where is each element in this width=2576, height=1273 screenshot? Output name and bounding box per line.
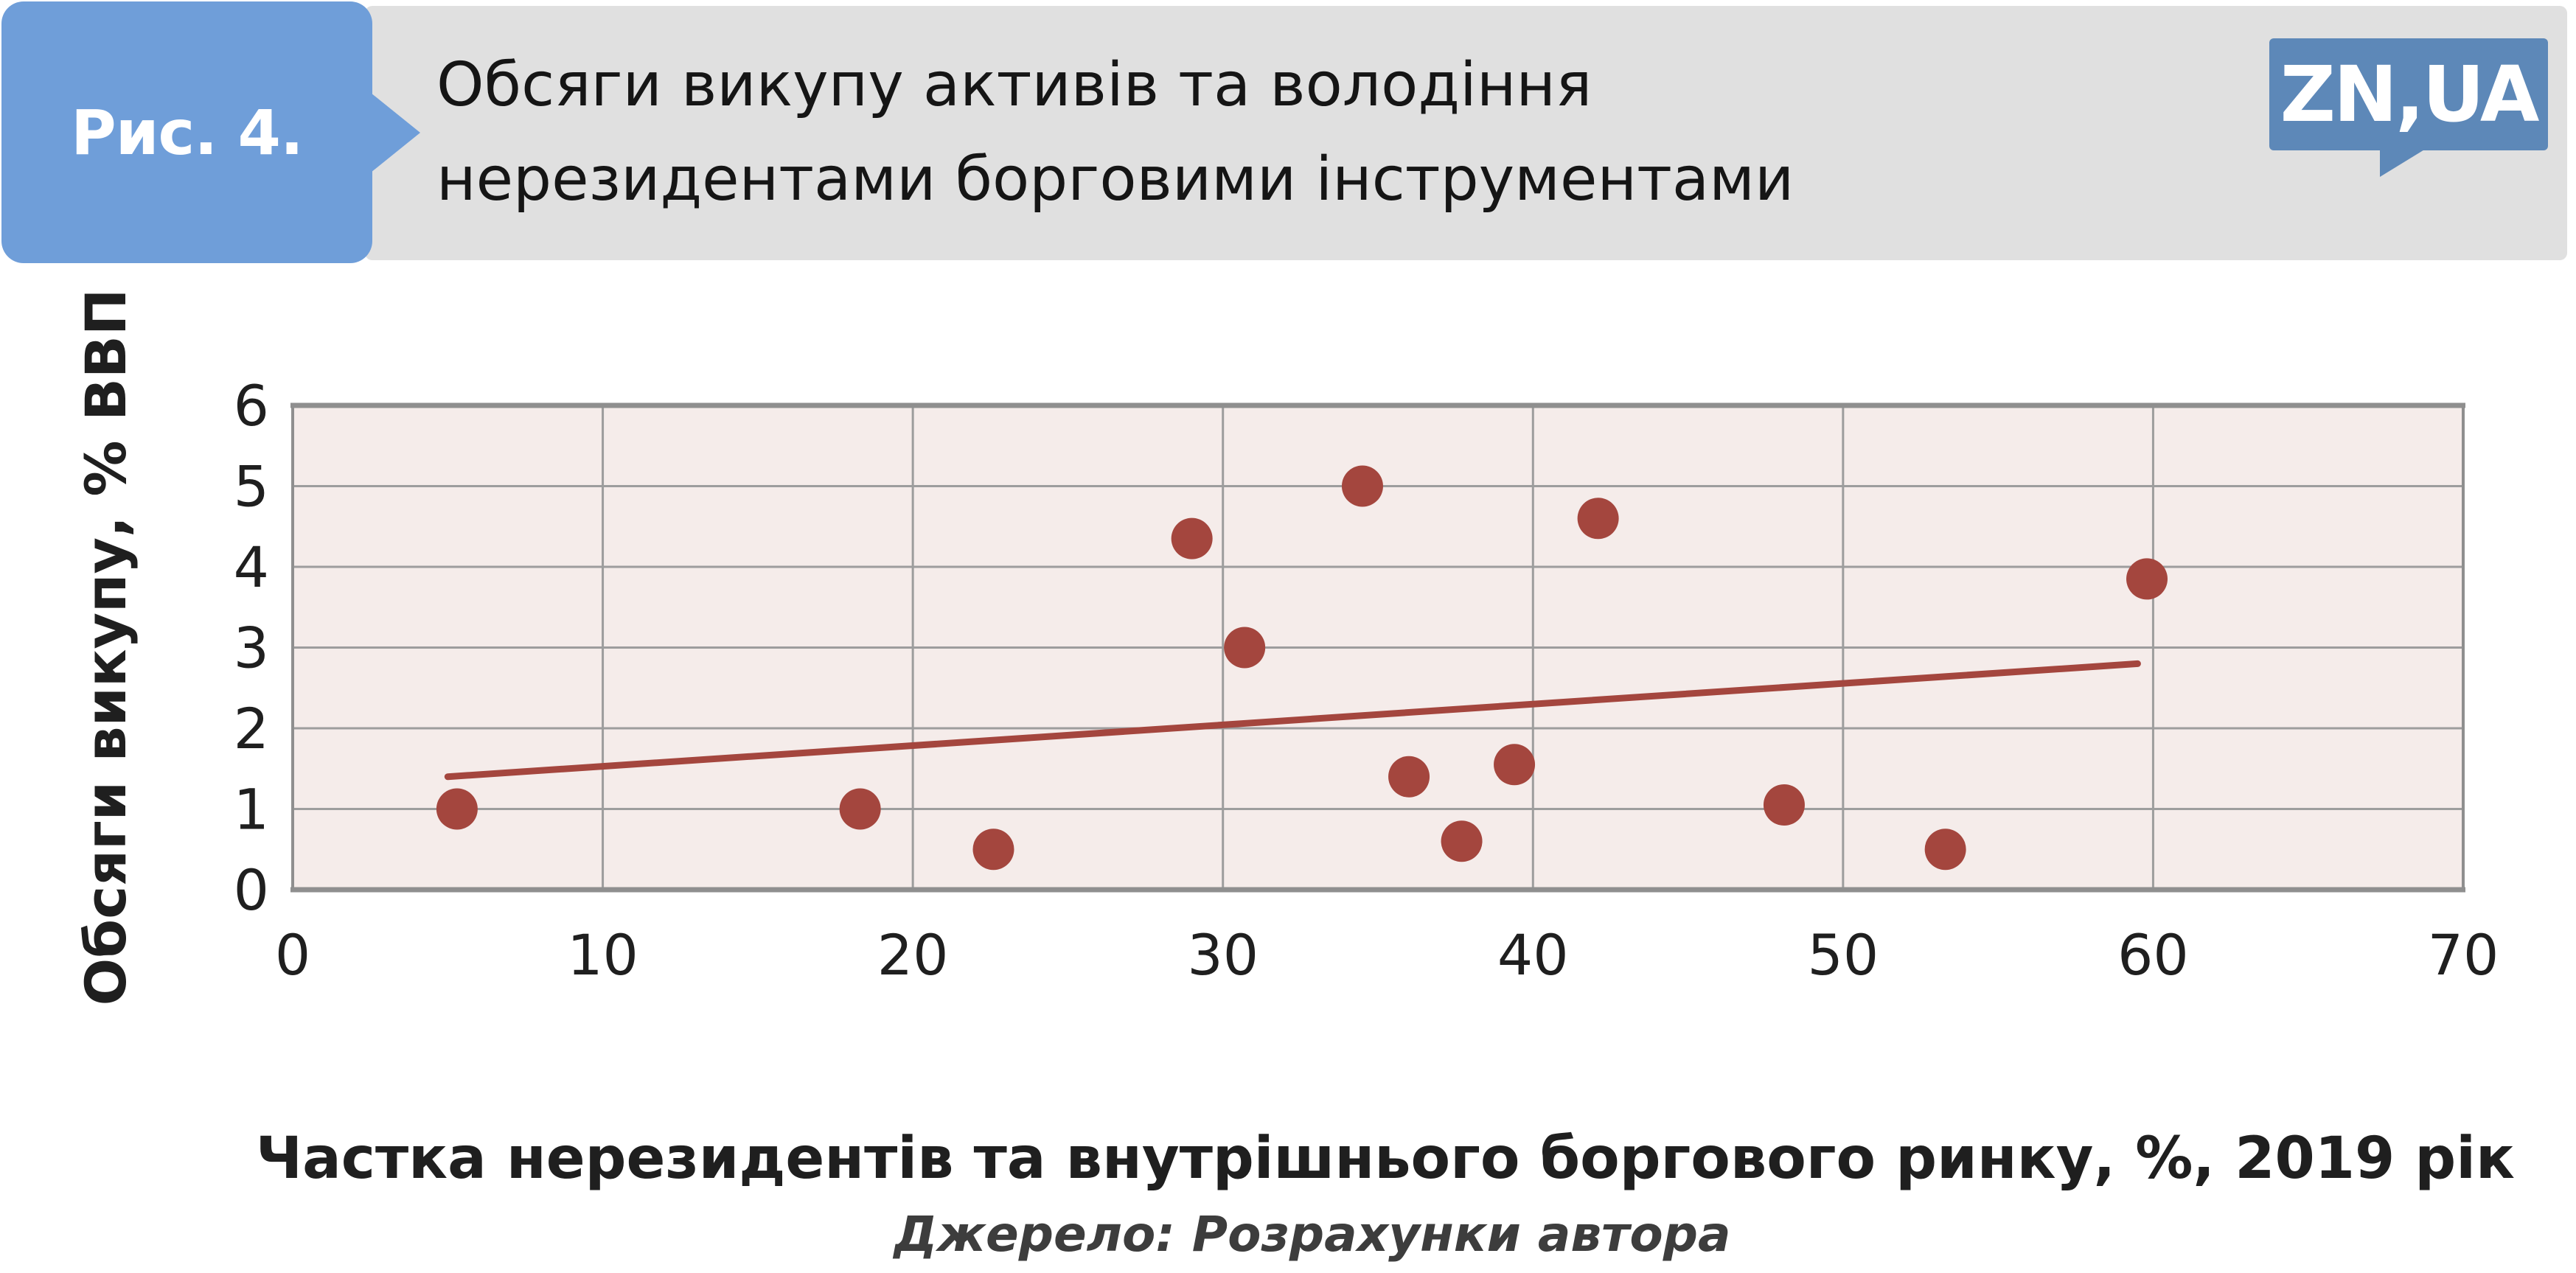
data-point xyxy=(1171,517,1213,559)
badge-arrow-icon xyxy=(367,90,420,175)
x-tick-label: 10 xyxy=(567,922,638,988)
y-tick-label: 2 xyxy=(234,696,269,761)
figure-label: Рис. 4. xyxy=(71,96,304,169)
y-tick-label: 4 xyxy=(234,534,269,600)
data-point xyxy=(1224,627,1266,669)
data-point xyxy=(1388,756,1430,798)
x-tick-label: 60 xyxy=(2117,922,2189,988)
znua-logo: ZN,UA xyxy=(2269,38,2548,177)
x-tick-label: 0 xyxy=(275,922,310,988)
logo-text: ZN,UA xyxy=(2280,49,2540,139)
x-tick-label: 20 xyxy=(877,922,949,988)
x-tick-label: 50 xyxy=(1807,922,1879,988)
title-line-2: нерезидентами борговими інструментами xyxy=(436,144,1795,215)
data-point xyxy=(1924,829,1966,871)
data-point xyxy=(1494,744,1536,786)
x-tick-label: 70 xyxy=(2428,922,2499,988)
x-tick-label: 30 xyxy=(1187,922,1259,988)
data-point xyxy=(2126,558,2168,600)
data-point xyxy=(436,788,478,830)
y-tick-label: 5 xyxy=(234,454,269,520)
y-axis-title: Обсяги викупу, % ВВП xyxy=(73,289,139,1006)
data-point xyxy=(1577,498,1619,540)
data-point xyxy=(1341,465,1383,507)
data-point xyxy=(839,788,881,830)
data-point xyxy=(1441,820,1483,862)
header-bar xyxy=(365,6,2567,260)
figure-label-badge: Рис. 4. xyxy=(1,1,372,263)
chart-title: Обсяги викупу активів та володіння нерез… xyxy=(436,38,2132,227)
y-tick-label: 6 xyxy=(234,373,269,439)
logo-tail-icon xyxy=(2380,149,2426,177)
trend-line xyxy=(444,660,2141,781)
y-tick-label: 0 xyxy=(234,857,269,923)
data-point xyxy=(972,829,1014,871)
data-point xyxy=(1763,784,1805,826)
x-axis-title: Частка нерезидентів та внутрішнього борг… xyxy=(256,1126,2515,1192)
source-text: Джерело: Розрахунки автора xyxy=(894,1206,1731,1263)
y-tick-label: 1 xyxy=(234,777,269,843)
x-tick-label: 40 xyxy=(1497,922,1569,988)
title-line-1: Обсяги викупу активів та володіння xyxy=(436,50,1592,120)
y-tick-label: 3 xyxy=(234,615,269,681)
